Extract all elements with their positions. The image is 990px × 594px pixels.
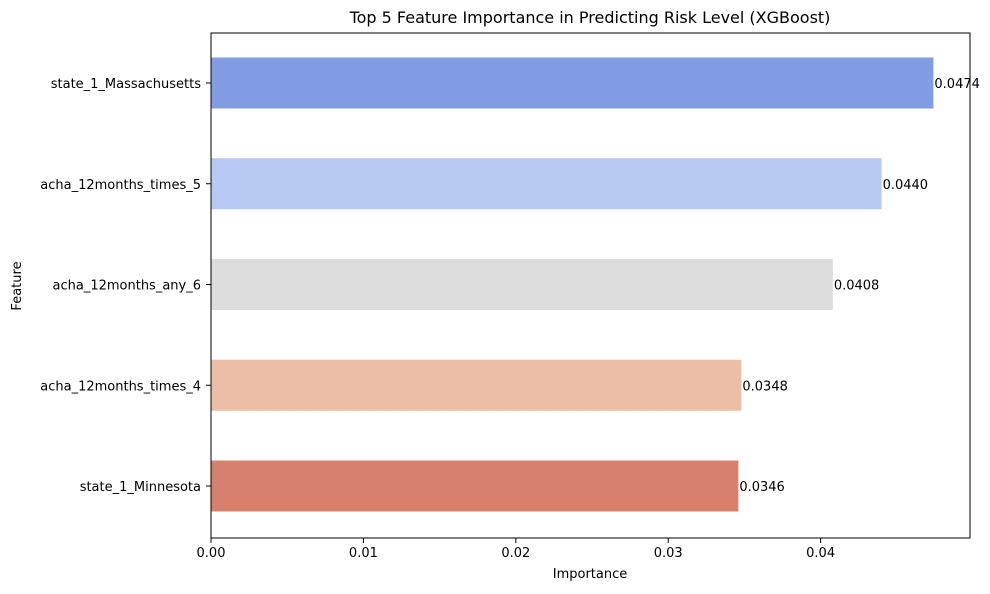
value-labels-group: 0.0474 0.0440 0.0408 0.0348 0.0346 — [739, 77, 980, 495]
x-axis-ticks: 0.00 0.01 0.02 0.03 0.04 — [197, 538, 835, 561]
chart-title: Top 5 Feature Importance in Predicting R… — [349, 8, 831, 27]
bar-acha_12months_any_6 — [211, 259, 833, 310]
bar-value-label: 0.0408 — [834, 279, 880, 294]
x-tick-label: 0.04 — [806, 546, 835, 561]
plot-frame — [210, 32, 971, 539]
bar-state_1_Massachusetts — [211, 57, 934, 109]
bar-value-label: 0.0346 — [739, 480, 785, 495]
x-tick-label: 0.00 — [197, 546, 226, 561]
bar-value-label: 0.0348 — [742, 379, 788, 394]
y-axis-label: Feature — [10, 261, 25, 310]
x-tick-label: 0.03 — [654, 546, 683, 561]
bar-acha_12months_times_5 — [211, 158, 882, 210]
bar-value-label: 0.0440 — [883, 178, 929, 193]
x-axis-label: Importance — [553, 567, 628, 582]
bars-group — [211, 57, 934, 512]
bar-value-label: 0.0474 — [934, 77, 980, 92]
bar-acha_12months_times_4 — [211, 359, 742, 411]
x-tick-label: 0.01 — [349, 546, 378, 561]
x-tick-label: 0.02 — [501, 546, 530, 561]
y-tick-label: state_1_Massachusetts — [51, 77, 201, 92]
y-tick-label: acha_12months_any_6 — [53, 279, 202, 294]
y-axis-ticks: state_1_Massachusetts acha_12months_times… — [40, 77, 211, 495]
y-tick-label: acha_12months_times_5 — [40, 178, 201, 193]
y-tick-label: state_1_Minnesota — [80, 480, 201, 495]
bar-state_1_Minnesota — [211, 460, 739, 512]
y-tick-label: acha_12months_times_4 — [40, 379, 201, 394]
